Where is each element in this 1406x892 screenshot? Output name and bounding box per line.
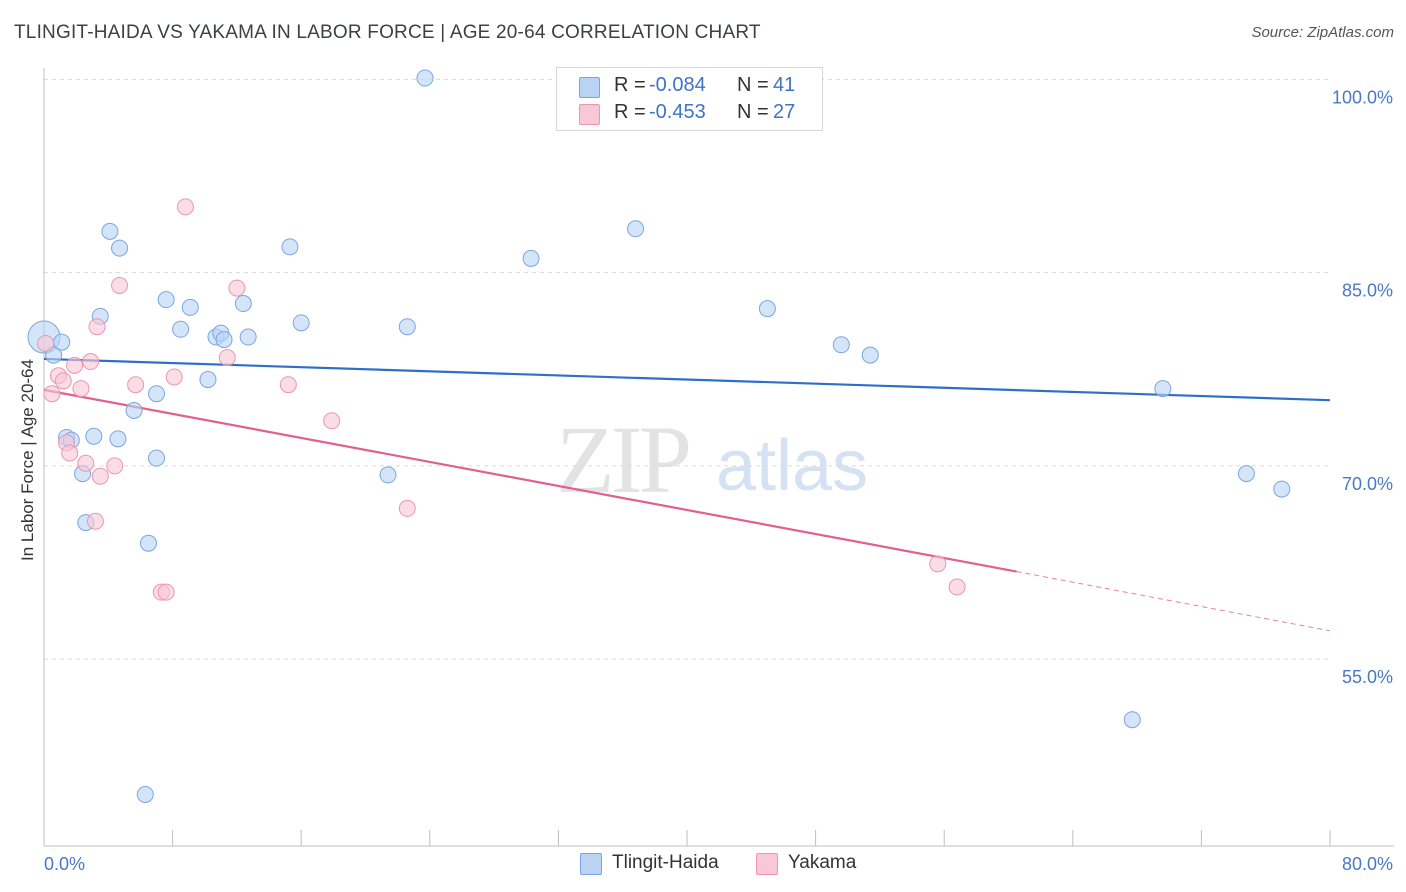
data-point-tlingit-haida: [292, 314, 310, 332]
data-point-tlingit-haida: [234, 295, 252, 313]
data-point-yakama: [54, 372, 72, 390]
data-point-yakama: [106, 457, 124, 475]
trend-lines: [43, 357, 1331, 632]
watermark: ZIP atlas: [556, 406, 868, 513]
data-point-yakama: [228, 279, 246, 297]
data-point-tlingit-haida: [861, 346, 879, 364]
data-point-yakama: [86, 512, 104, 530]
data-point-yakama: [948, 578, 966, 596]
data-point-tlingit-haida: [139, 534, 157, 552]
data-point-tlingit-haida: [239, 328, 257, 346]
data-point-yakama: [398, 499, 416, 517]
data-point-tlingit-haida: [172, 320, 190, 338]
legend-swatch-blue: [579, 77, 600, 98]
data-point-tlingit-haida: [181, 298, 199, 316]
legend-n-value: 27: [773, 101, 796, 123]
x-tick-label: 80.0%: [1342, 854, 1393, 874]
tick-labels: 100.0% 85.0% 70.0% 55.0% 0.0% 80.0%: [44, 87, 1393, 874]
series-legend-swatch-yakama: [756, 853, 778, 875]
data-point-tlingit-haida: [1154, 380, 1172, 398]
data-point-tlingit-haida: [109, 430, 127, 448]
trend-line-tlingit-haida: [43, 357, 1331, 402]
data-point-yakama: [43, 385, 61, 403]
legend-n-value: 41: [773, 74, 796, 96]
source-label: Source: ZipAtlas.com: [1251, 24, 1394, 41]
data-point-yakama: [91, 467, 109, 485]
data-point-yakama: [66, 356, 84, 374]
data-point-yakama: [37, 334, 55, 352]
data-point-tlingit-haida: [832, 336, 850, 354]
data-point-tlingit-haida: [45, 346, 63, 364]
data-point-yakama: [218, 349, 236, 367]
data-points: [27, 69, 1291, 803]
series-legend-swatch-tlingit-haida: [580, 853, 602, 875]
legend-r-value: -0.453: [649, 101, 706, 123]
data-point-yakama: [77, 454, 95, 472]
y-tick-label: 100.0%: [1332, 87, 1393, 107]
data-point-yakama: [157, 583, 175, 601]
x-tick-label: 0.0%: [44, 854, 85, 874]
legend-swatch-pink: [579, 104, 600, 125]
legend-r-value: -0.084: [649, 74, 706, 96]
y-tick-label: 70.0%: [1342, 474, 1393, 494]
watermark-zip: ZIP: [556, 406, 689, 513]
data-point-yakama: [82, 353, 100, 371]
data-point-tlingit-haida: [53, 333, 71, 351]
data-point-yakama: [279, 376, 297, 394]
data-point-tlingit-haida: [148, 385, 166, 403]
data-point-yakama: [165, 368, 183, 386]
data-point-tlingit-haida: [85, 427, 103, 445]
legend-r-label: R =: [614, 74, 646, 96]
data-point-tlingit-haida: [1273, 480, 1291, 498]
data-point-tlingit-haida: [281, 238, 299, 256]
data-point-tlingit-haida: [148, 449, 166, 467]
data-point-yakama: [88, 318, 106, 336]
data-point-yakama: [111, 276, 129, 294]
data-point-tlingit-haida: [1123, 711, 1141, 729]
series-legend: Tlingit-Haida Yakama: [580, 852, 880, 876]
data-point-tlingit-haida: [111, 239, 129, 257]
data-point-yakama: [72, 380, 90, 398]
data-point-tlingit-haida: [157, 291, 175, 309]
data-point-tlingit-haida: [199, 371, 217, 389]
y-tick-label: 85.0%: [1342, 281, 1393, 301]
data-point-tlingit-haida: [125, 401, 143, 419]
legend-n-label: N =: [737, 101, 769, 123]
grid-lines: [44, 78, 1330, 660]
data-point-tlingit-haida: [398, 318, 416, 336]
data-point-tlingit-haida: [1237, 465, 1255, 483]
data-point-tlingit-haida: [136, 785, 154, 803]
stats-legend: R = -0.084 N = 41 R = -0.453 N = 27: [556, 67, 823, 131]
data-point-yakama: [127, 376, 145, 394]
data-point-yakama: [929, 555, 947, 573]
data-point-tlingit-haida: [416, 69, 434, 87]
data-point-tlingit-haida: [215, 331, 233, 349]
series-legend-label-tlingit-haida: Tlingit-Haida: [612, 852, 719, 873]
data-point-tlingit-haida: [379, 466, 397, 484]
trend-line-yakama: [43, 388, 1017, 573]
axes: [43, 68, 1394, 847]
chart-title: TLINGIT-HAIDA VS YAKAMA IN LABOR FORCE |…: [14, 22, 761, 43]
legend-n-label: N =: [737, 74, 769, 96]
data-point-tlingit-haida: [522, 249, 540, 267]
data-point-tlingit-haida: [627, 220, 645, 238]
legend-r-label: R =: [614, 101, 646, 123]
data-point-yakama: [323, 412, 341, 430]
trend-line-extension: [1016, 571, 1331, 632]
data-point-tlingit-haida: [101, 222, 119, 240]
data-point-yakama: [61, 444, 79, 462]
data-point-tlingit-haida: [758, 300, 776, 318]
data-point-yakama: [176, 198, 194, 216]
y-tick-label: 55.0%: [1342, 667, 1393, 687]
series-legend-label-yakama: Yakama: [788, 852, 857, 873]
